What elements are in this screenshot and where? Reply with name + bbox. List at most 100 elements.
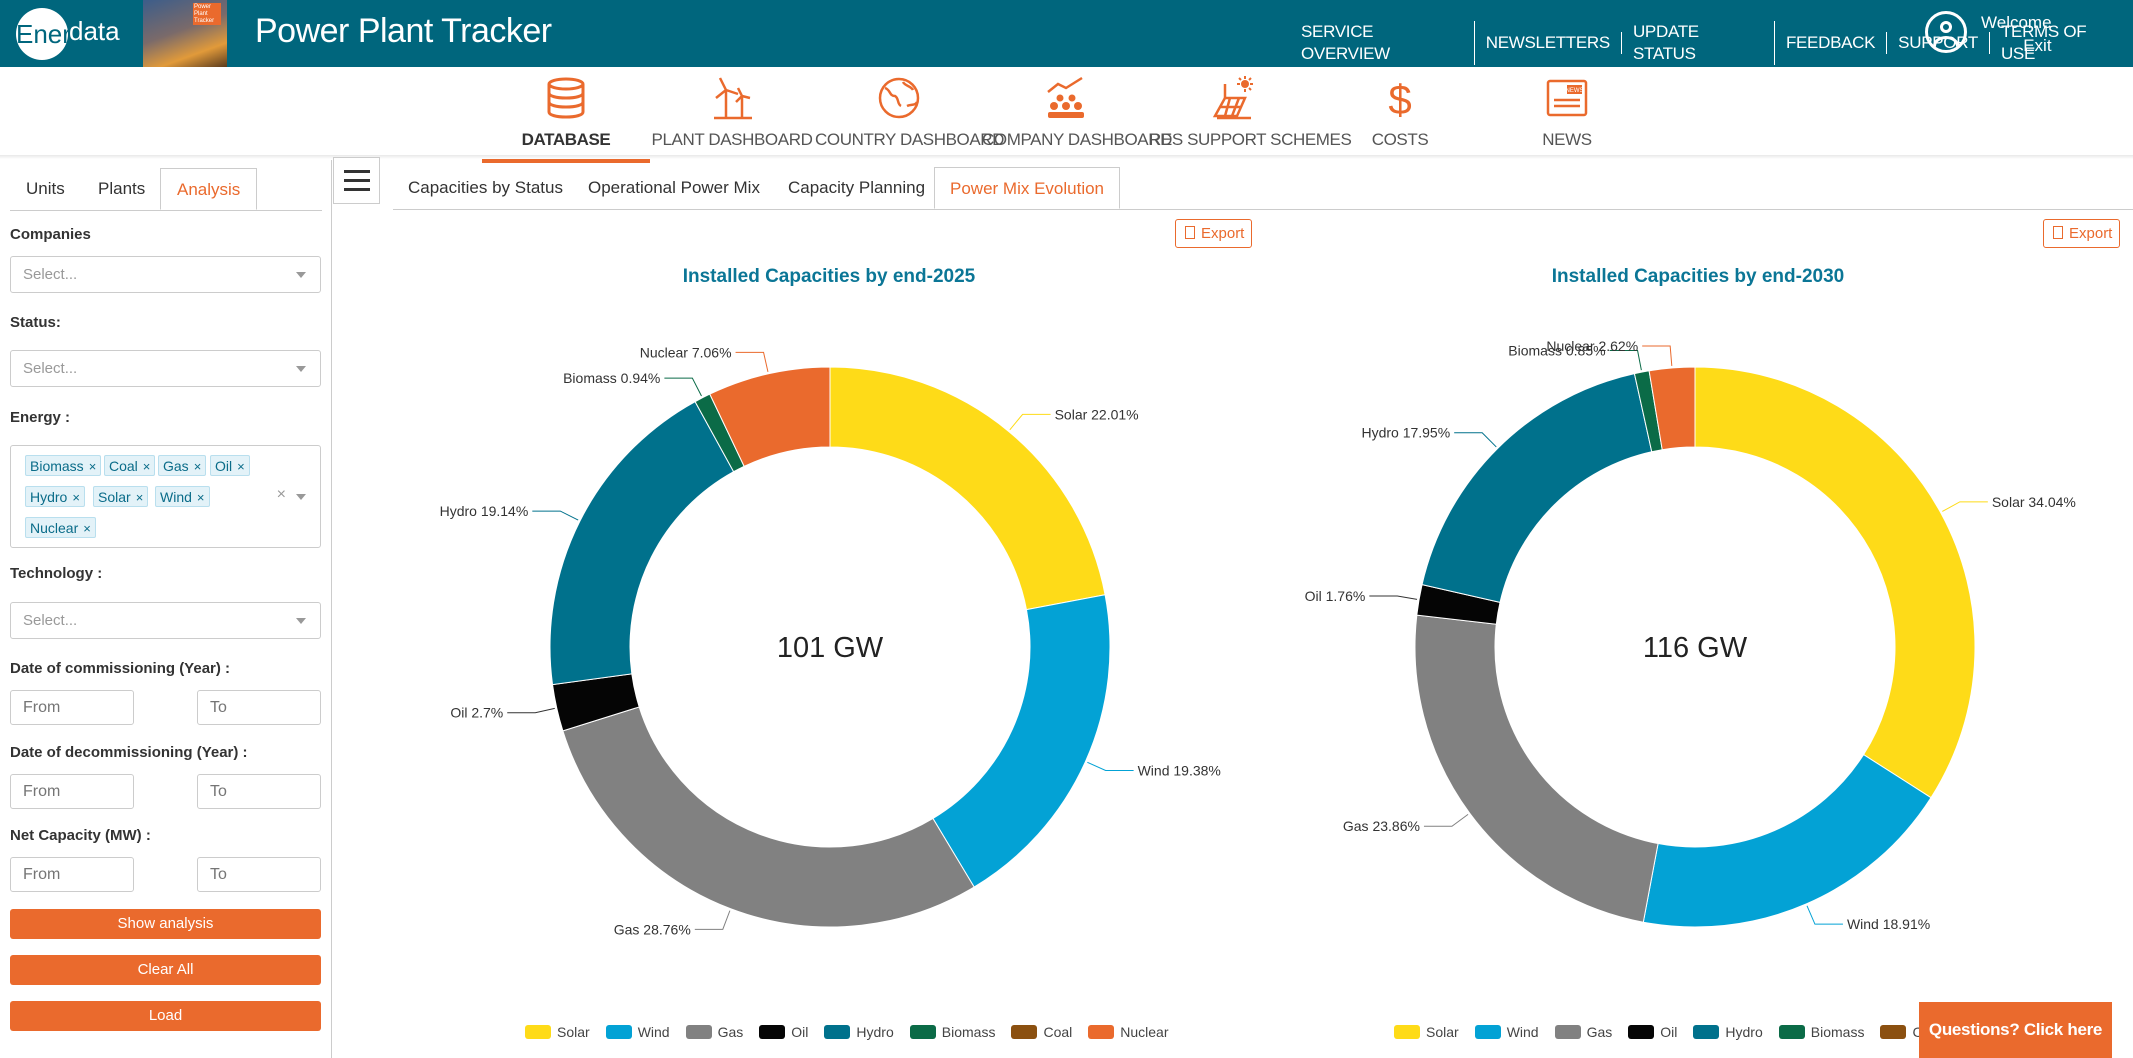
load-button[interactable]: Load — [10, 1001, 321, 1031]
commissioning-to-input[interactable] — [197, 690, 321, 725]
top-link-feedback[interactable]: FEEDBACK — [1775, 32, 1888, 54]
nav-company-dashboard[interactable]: COMPANY DASHBOARD — [982, 76, 1172, 150]
remove-tag-icon[interactable]: × — [193, 459, 202, 474]
chevron-down-icon — [296, 366, 306, 372]
commissioning-from-input[interactable] — [10, 690, 134, 725]
legend-item-biomass[interactable]: Biomass — [909, 1024, 996, 1040]
energy-tag[interactable]: Coal × — [104, 455, 156, 476]
menu-toggle-button[interactable] — [333, 157, 380, 204]
remove-tag-icon[interactable]: × — [135, 490, 144, 505]
exit-link[interactable]: Exit — [2023, 36, 2052, 55]
companies-select[interactable]: Select... — [10, 256, 321, 293]
nav-plant-dashboard[interactable]: PLANT DASHBOARD — [648, 76, 816, 150]
slice-hydro[interactable] — [549, 400, 735, 686]
legend-item-hydro[interactable]: Hydro — [1693, 1024, 1763, 1040]
status-select[interactable]: Select... — [10, 350, 321, 387]
show-analysis-button[interactable]: Show analysis — [10, 909, 321, 939]
top-link-terms-of-use[interactable]: TERMS OF USE — [2000, 22, 2087, 63]
nav-plant-dashboard-label: PLANT DASHBOARD — [651, 130, 813, 149]
nav-res-support-schemes[interactable]: RES SUPPORT SCHEMES — [1149, 76, 1352, 150]
top-link-newsletters[interactable]: NEWSLETTERS — [1475, 32, 1622, 54]
remove-tag-icon[interactable]: × — [237, 459, 245, 474]
capacity-from-input[interactable] — [10, 857, 134, 892]
export-button-2025[interactable]: Export — [1175, 219, 1253, 248]
slice-solar[interactable] — [829, 366, 1106, 611]
energy-multiselect[interactable]: Biomass × Coal × Gas × Oil × Hydro × Solar × W… — [10, 445, 321, 548]
nav-country-dashboard[interactable]: COUNTRY DASHBOARD — [815, 76, 1004, 150]
slice-gas[interactable] — [562, 706, 975, 928]
leader-line — [1009, 413, 1051, 431]
slice-solar[interactable] — [1694, 366, 1976, 799]
slice-nuclear[interactable] — [709, 366, 831, 468]
energy-tag[interactable]: Oil × — [210, 455, 250, 476]
legend-item-solar[interactable]: Solar — [1394, 1024, 1459, 1040]
slice-label-solar: Solar 34.04% — [1992, 494, 2076, 510]
leader-line — [1369, 595, 1418, 600]
legend-item-solar[interactable]: Solar — [525, 1024, 590, 1040]
legend-item-oil[interactable]: Oil — [759, 1024, 808, 1040]
tab-analysis[interactable]: Analysis — [160, 168, 258, 210]
remove-tag-icon[interactable]: × — [83, 521, 91, 536]
remove-tag-icon[interactable]: × — [72, 490, 80, 505]
tab-capacities-by-status[interactable]: Capacities by Status — [408, 178, 563, 197]
logo-rest: data — [69, 16, 120, 46]
slice-gas[interactable] — [1414, 614, 1659, 923]
slice-label-wind: Wind 18.91% — [1847, 916, 1930, 932]
energy-tag[interactable]: Gas × — [158, 455, 207, 476]
donut-chart-2030: Solar 34.04% Wind 18.91% Gas 23.86% Oil 1.7… — [1305, 338, 2076, 932]
legend-swatch — [1088, 1025, 1115, 1039]
legend-label: Gas — [1586, 1024, 1613, 1040]
slice-nuclear[interactable] — [1648, 366, 1696, 451]
nav-database[interactable]: DATABASE — [482, 76, 650, 163]
capacity-to-input[interactable] — [197, 857, 321, 892]
slice-label-gas: Gas 28.76% — [614, 921, 691, 937]
legend-item-wind[interactable]: Wind — [1474, 1024, 1539, 1040]
slice-wind[interactable] — [1642, 753, 1932, 928]
energy-tag[interactable]: Hydro × — [25, 486, 85, 507]
top-link-service-overview[interactable]: SERVICE OVERVIEW — [1290, 21, 1475, 65]
legend-label: Biomass — [941, 1024, 996, 1040]
legend-item-oil[interactable]: Oil — [1628, 1024, 1677, 1040]
tab-units[interactable]: Units — [26, 179, 65, 198]
nav-costs-label: COSTS — [1371, 130, 1429, 149]
energy-tag[interactable]: Nuclear × — [25, 517, 96, 538]
technology-select[interactable]: Select... — [10, 602, 321, 639]
total-capacity-label: 116 GW — [1643, 632, 1748, 664]
questions-button[interactable]: Questions? Click here — [1919, 1002, 2112, 1058]
legend-item-coal[interactable]: Coal — [1011, 1024, 1072, 1040]
enerdata-logo[interactable]: Ener — [16, 8, 71, 60]
tab-power-mix-evolution[interactable]: Power Mix Evolution — [934, 167, 1121, 209]
tab-operational-power-mix[interactable]: Operational Power Mix — [588, 178, 760, 197]
legend-swatch — [525, 1025, 551, 1039]
legend-item-gas[interactable]: Gas — [1554, 1024, 1613, 1040]
leader-line — [1423, 813, 1469, 827]
slice-hydro[interactable] — [1421, 373, 1653, 604]
legend-item-gas[interactable]: Gas — [685, 1024, 744, 1040]
decommissioning-to-input[interactable] — [197, 774, 321, 809]
remove-tag-icon[interactable]: × — [142, 459, 151, 474]
legend-item-biomass[interactable]: Biomass — [1778, 1024, 1864, 1040]
energy-tag[interactable]: Biomass × — [25, 455, 102, 476]
energy-tag[interactable]: Solar × — [93, 486, 149, 507]
top-link-update-status[interactable]: UPDATE STATUS — [1622, 21, 1775, 65]
sidebar-tabs: Units Plants Analysis — [10, 168, 322, 211]
decommissioning-from-input[interactable] — [10, 774, 134, 809]
remove-tag-icon[interactable]: × — [196, 490, 205, 505]
energy-tag[interactable]: Wind × — [155, 486, 210, 507]
legend-item-wind[interactable]: Wind — [605, 1024, 670, 1040]
clear-icon[interactable]: × — [276, 486, 286, 503]
chart-legend-2025: Solar Wind Gas Oil Hydro Biomass Coal Nuclear — [525, 1024, 1185, 1040]
export-button-2030[interactable]: Export — [2043, 219, 2121, 248]
user-account-icon[interactable] — [1925, 11, 1967, 53]
remove-tag-icon[interactable]: × — [88, 459, 97, 474]
chevron-down-icon[interactable] — [296, 494, 306, 500]
slice-wind[interactable] — [932, 594, 1111, 888]
legend-item-hydro[interactable]: Hydro — [824, 1024, 894, 1040]
nav-news[interactable]: NEWS NEWS — [1483, 76, 1651, 150]
legend-label: Gas — [717, 1024, 744, 1040]
tab-plants[interactable]: Plants — [98, 179, 146, 198]
clear-all-button[interactable]: Clear All — [10, 955, 321, 985]
nav-costs[interactable]: $ COSTS — [1316, 76, 1484, 150]
tab-capacity-planning[interactable]: Capacity Planning — [788, 178, 926, 197]
legend-item-nuclear[interactable]: Nuclear — [1088, 1024, 1169, 1040]
